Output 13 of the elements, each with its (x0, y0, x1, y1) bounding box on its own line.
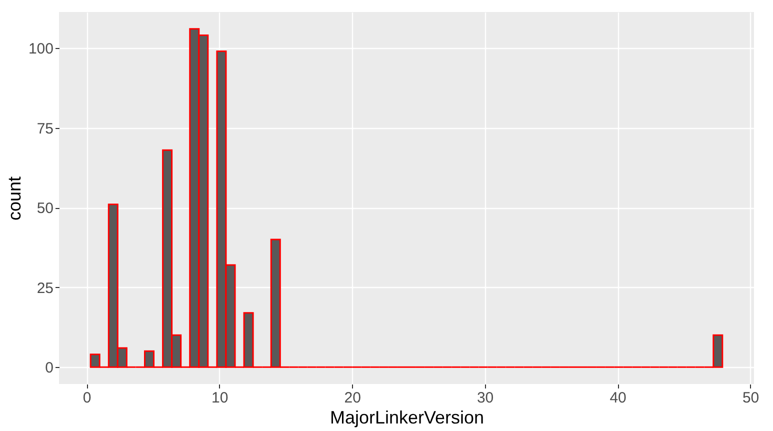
y-tick-label: 100 (28, 40, 54, 58)
x-tick-label: 50 (742, 390, 760, 406)
x-tick-label: 30 (476, 390, 494, 406)
y-tick-label: 50 (36, 200, 54, 218)
y-axis-title: count (4, 176, 24, 221)
x-tick-label: 40 (610, 390, 626, 406)
y-tick-label: 25 (36, 280, 54, 297)
x-tick-label: 0 (82, 390, 92, 406)
y-tick-label: 75 (36, 120, 54, 138)
x-tick-label: 20 (344, 390, 361, 406)
x-axis-title: MajorLinkerVersion (330, 408, 484, 428)
y-tick-label: 0 (45, 360, 54, 377)
x-tick-label: 10 (212, 390, 228, 406)
